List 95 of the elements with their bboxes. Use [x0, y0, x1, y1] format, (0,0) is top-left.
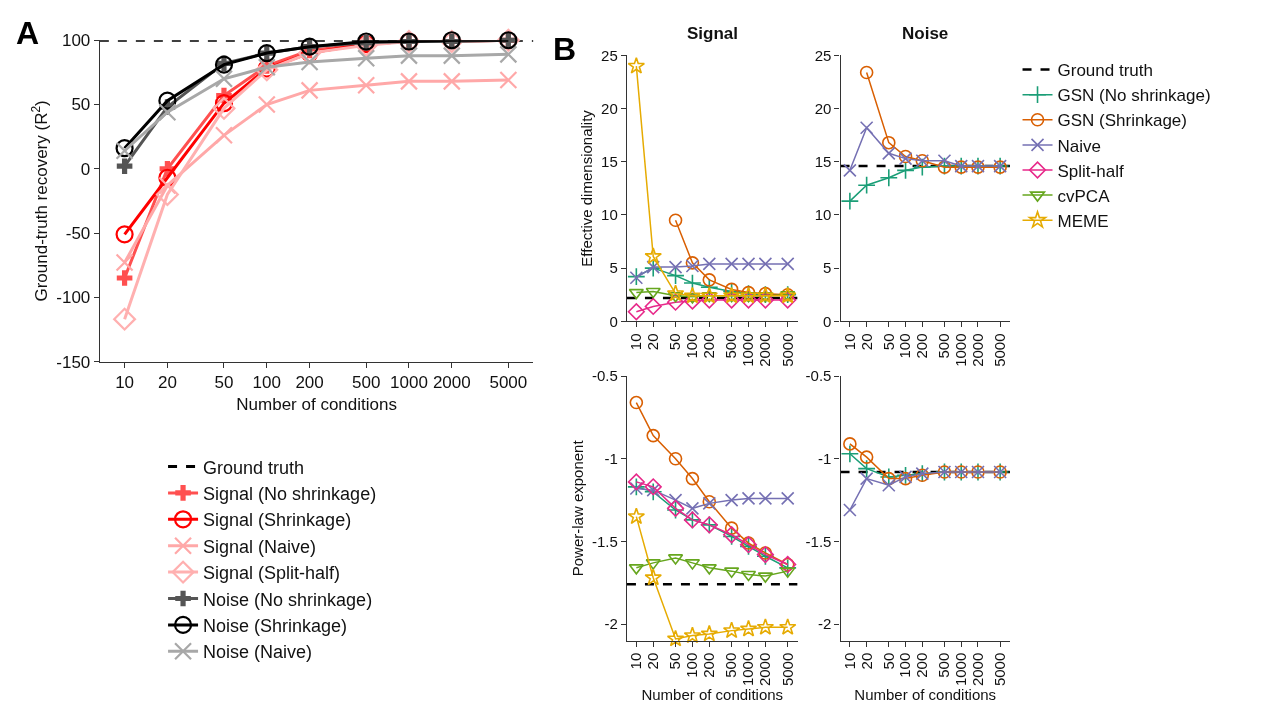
legend-label: Split-half	[1057, 161, 1124, 181]
x-tick-label: 1000	[952, 333, 970, 367]
x-tick-label: 1000	[390, 373, 428, 393]
y-tick-label: 20	[601, 99, 618, 117]
x-tick-label: 2000	[756, 333, 774, 367]
legend-label: Ground truth	[203, 457, 305, 478]
x-tick-label: 10	[840, 333, 858, 351]
legend-label: GSN (Shrinkage)	[1057, 111, 1187, 131]
legend-label: cvPCA	[1057, 186, 1111, 206]
x-tick-label: 200	[913, 652, 931, 678]
y-tick-label: 10	[601, 206, 618, 224]
y-tick-label: 50	[71, 95, 91, 115]
x-axis-title: Number of conditions	[641, 686, 784, 704]
y-tick-label: 25	[601, 46, 618, 64]
chart-title: Signal	[687, 24, 739, 43]
x-tick-label: 50	[879, 652, 897, 670]
y-tick-label: -1.5	[591, 532, 618, 550]
x-tick-label: 500	[722, 333, 740, 359]
legend-label: Signal (Shrinkage)	[203, 510, 352, 531]
x-tick-label: 5000	[991, 333, 1009, 367]
y-tick-label: -2	[818, 615, 832, 633]
x-tick-label: 200	[700, 652, 718, 678]
x-tick-label: 100	[683, 652, 701, 678]
x-tick-label: 100	[683, 333, 701, 359]
x-tick-label: 200	[295, 373, 324, 393]
legend-label: Noise (No shrinkage)	[203, 589, 373, 610]
y-tick-label: 0	[80, 159, 91, 179]
y-tick-label: 15	[601, 153, 618, 171]
legend-label: Naive	[1057, 136, 1101, 156]
x-tick-label: 500	[351, 373, 381, 393]
legend-label: Signal (Naive)	[203, 536, 317, 557]
x-tick-label: 200	[913, 333, 931, 359]
x-tick-label: 200	[700, 333, 718, 359]
text: A	[16, 15, 40, 51]
legend-label: MEME	[1057, 211, 1109, 231]
y-axis-title: Power-law exponent	[569, 439, 587, 577]
legend-label: Ground truth	[1057, 61, 1153, 81]
y-tick-label: -0.5	[805, 367, 832, 385]
y-tick-label: 0	[823, 312, 832, 330]
y-tick-label: -2	[604, 615, 618, 633]
x-tick-label: 5000	[778, 333, 796, 367]
y-tick-label: 0	[609, 312, 618, 330]
x-tick-label: 100	[896, 333, 914, 359]
x-tick-label: 2000	[968, 652, 986, 687]
y-tick-label: -1	[818, 450, 832, 468]
y-tick-label: 25	[814, 46, 832, 64]
x-tick-label: 50	[666, 333, 684, 351]
y-tick-label: -1	[604, 450, 618, 468]
x-tick-label: 10	[627, 652, 645, 670]
text: B	[553, 31, 577, 67]
x-tick-label: 10	[115, 373, 135, 393]
x-tick-label: 2000	[756, 652, 774, 687]
x-tick-label: 20	[644, 652, 662, 670]
y-tick-label: 20	[814, 99, 832, 117]
x-tick-label: 2000	[432, 373, 471, 393]
x-tick-label: 50	[214, 373, 234, 393]
x-tick-label: 10	[627, 333, 645, 351]
x-tick-label: 100	[896, 652, 914, 678]
y-tick-label: 5	[609, 259, 618, 277]
legend-label: Noise (Shrinkage)	[203, 615, 348, 636]
x-tick-label: 50	[666, 652, 684, 670]
x-tick-label: 100	[252, 373, 281, 393]
y-tick-label: 100	[61, 31, 91, 51]
y-tick-label: -150	[56, 352, 91, 372]
x-tick-label: 500	[935, 652, 953, 678]
x-tick-label: 10	[840, 652, 858, 670]
x-tick-label: 20	[857, 652, 875, 670]
x-tick-label: 1000	[739, 333, 757, 367]
chart-title: Noise	[902, 24, 949, 43]
y-tick-label: -1.5	[805, 532, 832, 550]
y-tick-label: 15	[814, 153, 832, 171]
legend-label: Signal (Split-half)	[203, 563, 341, 584]
legend-label: Noise (Naive)	[203, 642, 313, 663]
y-axis-title: Effective dimensionality	[578, 109, 596, 267]
y-tick-label: -0.5	[591, 367, 618, 385]
x-tick-label: 5000	[778, 652, 796, 687]
y-tick-label: 5	[823, 259, 832, 277]
x-tick-label: 1000	[739, 652, 757, 687]
x-tick-label: 500	[722, 652, 740, 678]
x-tick-label: 500	[935, 333, 953, 359]
x-axis-title: Number of conditions	[854, 686, 997, 704]
x-tick-label: 20	[857, 333, 875, 351]
x-tick-label: 1000	[952, 652, 970, 687]
x-tick-label: 50	[879, 333, 897, 351]
y-tick-label: -50	[65, 223, 91, 243]
legend-label: GSN (No shrinkage)	[1057, 86, 1211, 106]
x-axis-title: Number of conditions	[236, 394, 397, 414]
y-tick-label: 10	[814, 206, 832, 224]
x-tick-label: 20	[157, 373, 177, 393]
x-tick-label: 5000	[489, 373, 528, 393]
x-tick-label: 5000	[991, 652, 1009, 687]
x-tick-label: 2000	[968, 333, 986, 367]
y-tick-label: -100	[56, 288, 91, 308]
x-tick-label: 20	[644, 333, 662, 351]
legend-label: Signal (No shrinkage)	[203, 483, 377, 504]
